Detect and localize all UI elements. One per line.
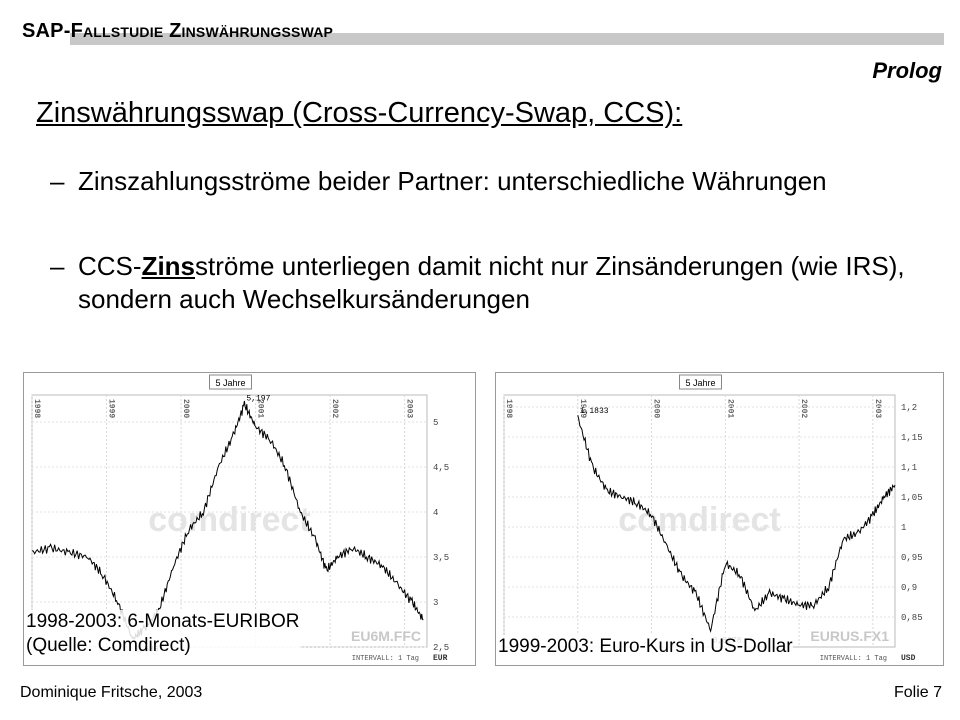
eurusd-chart-caption: 1999-2003: Euro-Kurs in US-Dollar [498, 635, 793, 659]
caption-line: 1999-2003: Euro-Kurs in US-Dollar [498, 636, 793, 657]
y-tick-label: 2,5 [433, 643, 449, 653]
euribor-chart-caption: 1998-2003: 6-Monats-EURIBOR (Quelle: Com… [26, 610, 300, 658]
chart-svg: 5 Jahre 1998 1999 2000 2001 2002 2003 1,2 1,15 1,… [503, 374, 923, 663]
y-tick-label: 0,9 [901, 583, 917, 593]
bullet-dash: – [50, 166, 65, 196]
bullet-item: – Zinszahlungsströme beider Partner: unt… [50, 165, 948, 198]
bullet-item: – CCS-Zinsströme unterliegen damit nicht… [50, 250, 948, 316]
y-tick-label: 0,85 [901, 613, 923, 623]
series-line [31, 400, 424, 640]
series-line [577, 415, 896, 633]
footer-slide-number: Folie 7 [893, 684, 942, 701]
x-tick-label: 1998 [504, 399, 513, 418]
x-tick-label: 2003 [405, 399, 414, 418]
value-annotation: 5,197 [246, 394, 270, 403]
y-tick-label: 1 [901, 523, 906, 533]
y-tick-label: 4,5 [433, 463, 449, 473]
interval-label: INTERVALL: 1 Tag [352, 655, 419, 663]
eurusd-chart: 5 Jahre 1998 1999 2000 2001 2002 2003 1,2 1,15 1,… [495, 372, 944, 666]
watermark: comdirect [148, 501, 311, 539]
y-tick-label: 1,2 [901, 403, 917, 413]
symbol-label: EURUS.FX1 [810, 628, 889, 644]
unit-label: EUR [433, 654, 448, 663]
unit-label: USD [901, 654, 916, 663]
caption-line: (Quelle: Comdirect) [26, 635, 191, 656]
footer-author: Dominique Fritsche, 2003 [20, 684, 203, 701]
x-tick-label: 2003 [873, 399, 882, 418]
watermark: comdirect [618, 501, 781, 539]
x-tick-label: 1998 [32, 399, 41, 418]
y-tick-label: 1,1 [901, 463, 917, 473]
chart-svg: 5 Jahre 1998 1999 2000 2001 2002 2003 5 4,5 4 3,5 3… [31, 374, 449, 663]
x-tick-label: 2001 [725, 399, 734, 418]
period-tab [679, 374, 722, 390]
slide-header-title: SAP-Fallstudie Zinswährungsswap [22, 20, 334, 42]
value-annotation: 1,1833 [580, 407, 609, 416]
x-tick-label: 1999 [107, 399, 116, 418]
y-tick-label: 1,15 [901, 433, 923, 443]
section-label: Prolog [872, 58, 942, 83]
bullet-text-underlined: Zins [141, 251, 196, 281]
x-tick-label: 2000 [181, 399, 190, 418]
y-tick-label: 1,05 [901, 493, 923, 503]
period-tab-label: 5 Jahre [685, 378, 715, 388]
y-tick-label: 3,5 [433, 553, 449, 563]
bullet-text-post: ströme unterliegen damit nicht nur Zinsä… [78, 251, 905, 314]
y-tick-label: 0,95 [901, 553, 923, 563]
symbol-label: EU6M.FFC [351, 628, 421, 644]
y-tick-label: 3 [433, 598, 438, 608]
x-tick-label: 2002 [330, 399, 339, 418]
bullet-text: Zinszahlungsströme beider Partner: unter… [78, 166, 827, 196]
plot-area [31, 394, 428, 648]
bullet-dash: – [50, 251, 65, 281]
slide-heading: Zinswährungsswap (Cross-Currency-Swap, C… [36, 97, 683, 129]
y-tick-label: 4 [433, 508, 438, 518]
x-tick-label: 2002 [799, 399, 808, 418]
x-tick-label: 1999 [578, 399, 587, 418]
bullet-text-pre: CCS- [78, 251, 142, 281]
caption-line: 1998-2003: 6-Monats-EURIBOR [26, 611, 300, 632]
x-tick-label: 2000 [652, 399, 661, 418]
interval-label: INTERVALL: 1 Tag [820, 655, 887, 663]
x-tick-label: 2001 [256, 399, 265, 418]
period-tab [209, 374, 252, 390]
header-bar [70, 33, 944, 45]
period-tab-label: 5 Jahre [215, 378, 245, 388]
y-tick-label: 5 [433, 418, 438, 428]
